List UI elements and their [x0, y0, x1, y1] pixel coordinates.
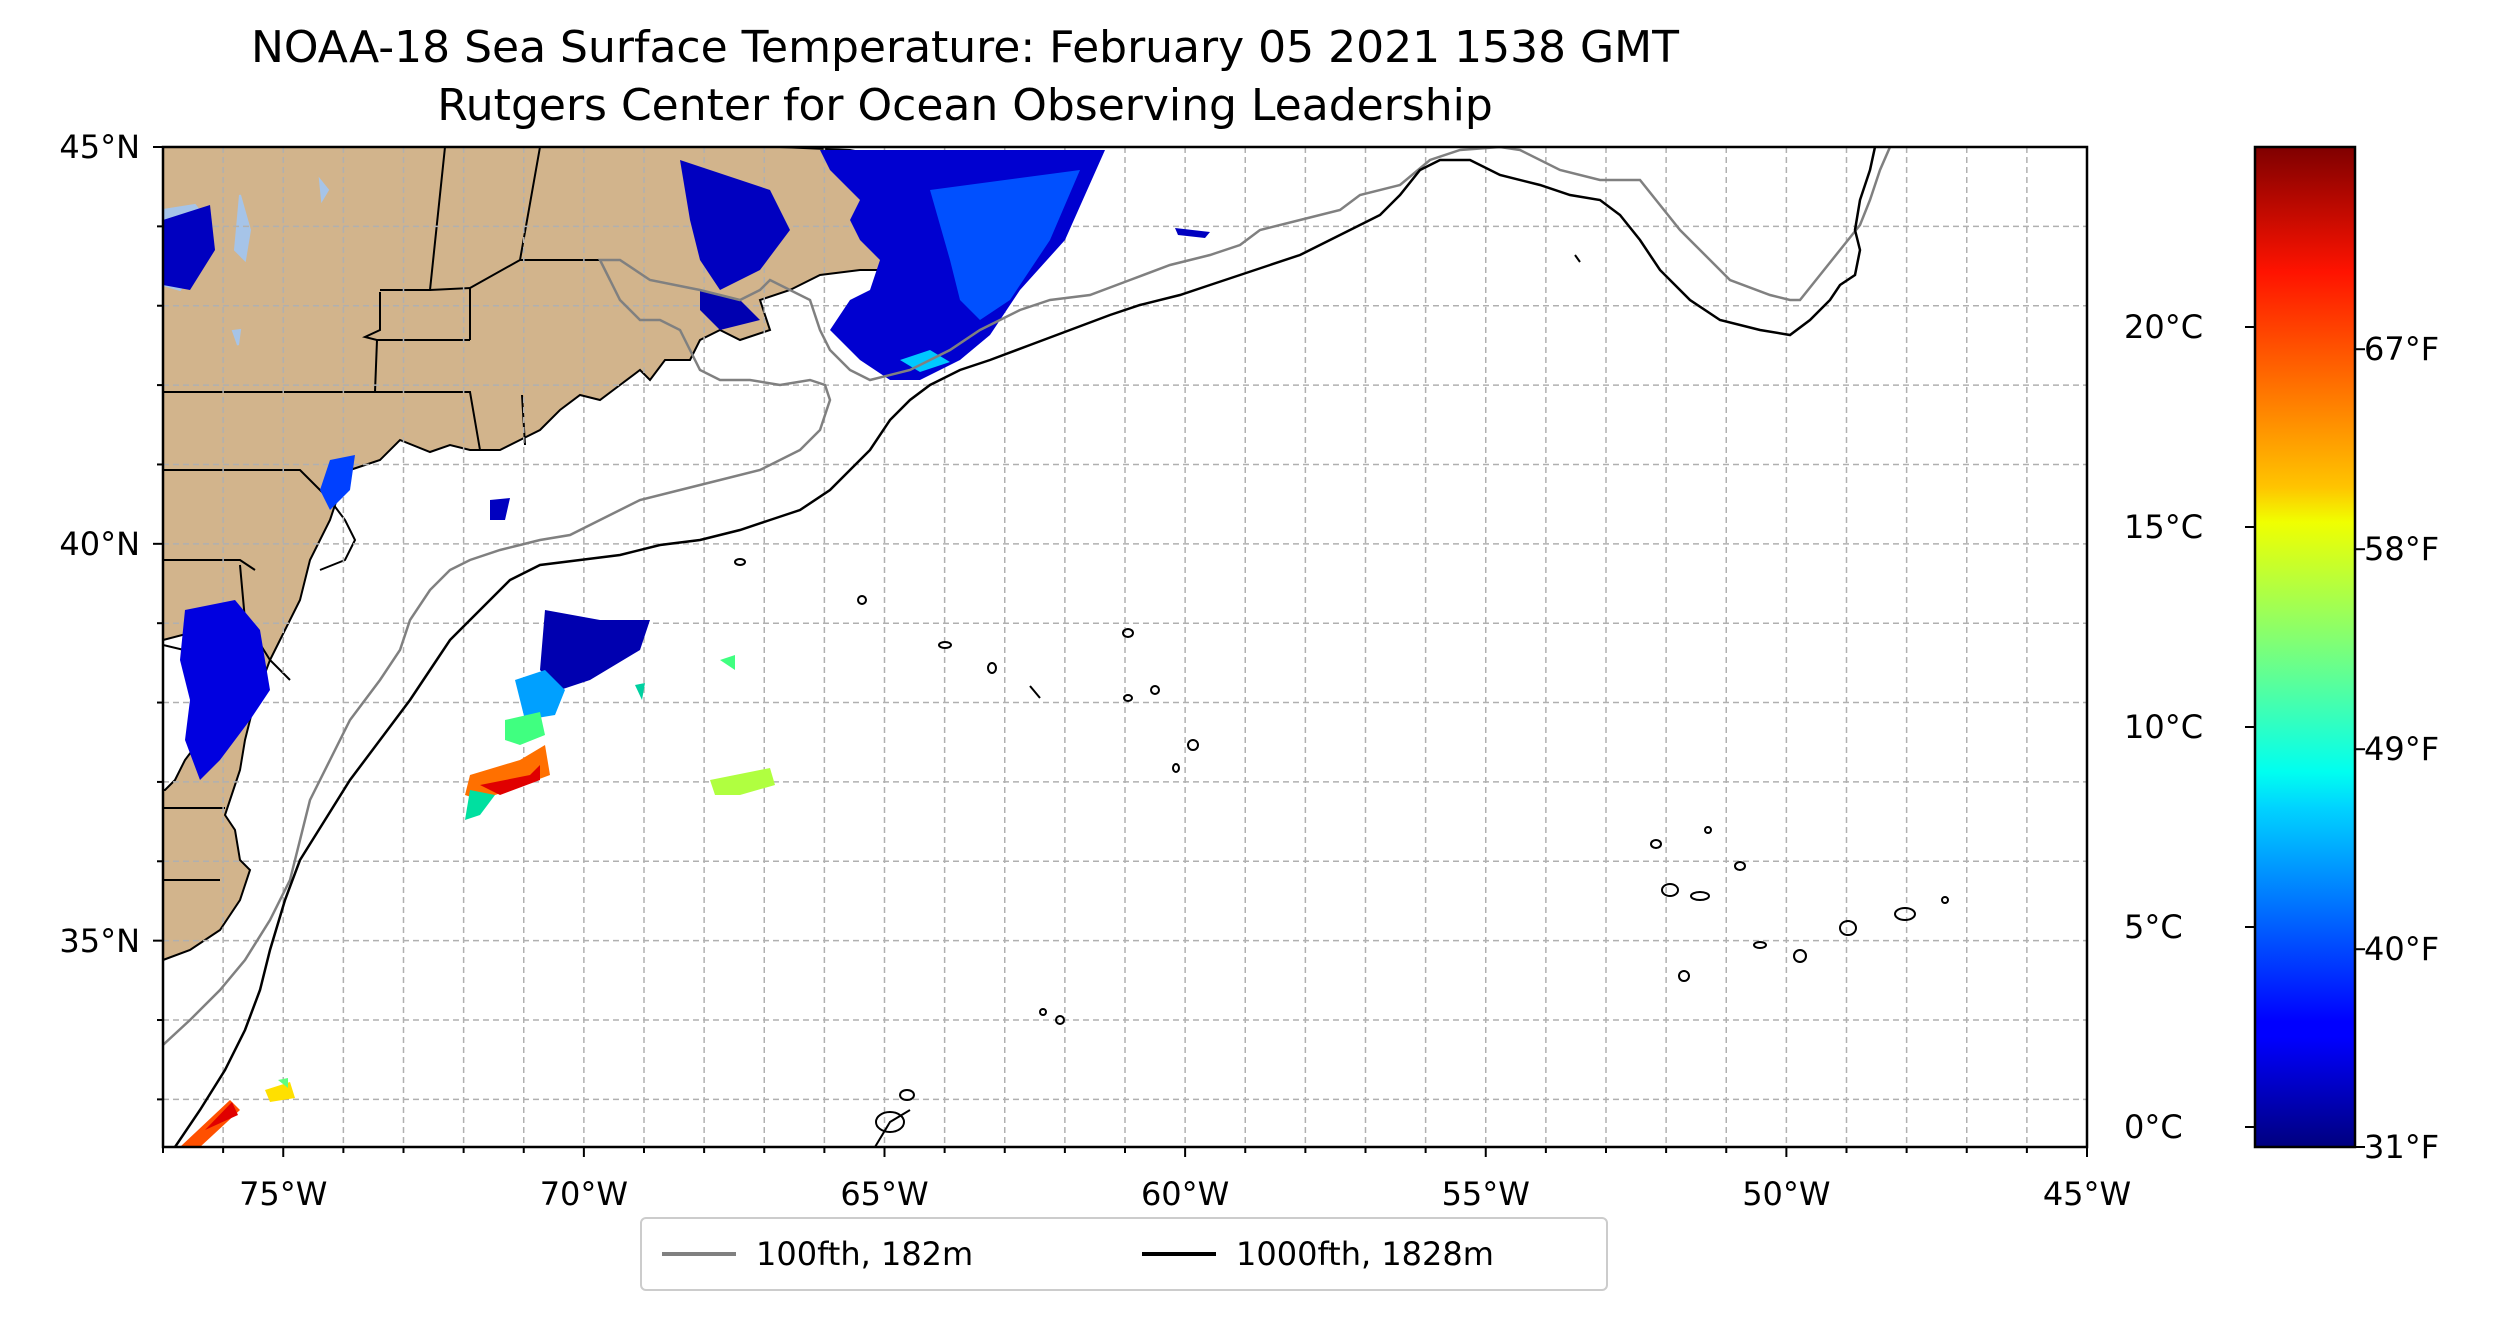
colorbar-celsius-label: 15°C	[2124, 508, 2204, 546]
legend-label-1000fth: 1000fth, 1828m	[1236, 1235, 1494, 1273]
legend-swatch-100fth	[662, 1252, 736, 1256]
colorbar-celsius-label: 5°C	[2124, 908, 2183, 946]
colorbar-fahrenheit-label: 31°F	[2364, 1128, 2440, 1166]
y-tick-label: 45°N	[59, 128, 140, 166]
axis-ticks	[153, 146, 2088, 1157]
x-tick-label: 65°W	[840, 1175, 929, 1213]
colorbar-celsius-label: 20°C	[2124, 308, 2204, 346]
isobath-1000fth	[173, 147, 1877, 1147]
isobath-100fth	[163, 147, 1892, 1046]
x-tick-label: 70°W	[539, 1175, 629, 1213]
chart-subtitle: Rutgers Center for Ocean Observing Leade…	[437, 80, 1493, 131]
colorbar-celsius-label: 0°C	[2124, 1108, 2183, 1146]
land	[163, 147, 992, 962]
map-area	[163, 147, 2087, 1147]
colorbar-fahrenheit-label: 67°F	[2364, 330, 2440, 369]
legend-item-100fth: 100fth, 182m	[662, 1219, 973, 1289]
colorbar-ticks	[2245, 326, 2365, 1148]
y-tick-label: 40°N	[59, 524, 140, 563]
legend-item-1000fth: 1000fth, 1828m	[1142, 1219, 1494, 1289]
legend: 100fth, 182m 1000fth, 1828m	[640, 1217, 1608, 1291]
x-tick-label: 75°W	[239, 1175, 328, 1213]
colorbar-celsius-label: 10°C	[2124, 708, 2204, 746]
colorbar-fahrenheit-label: 40°F	[2364, 930, 2440, 969]
y-tick-label: 35°N	[59, 921, 140, 960]
colorbar-fahrenheit-label: 49°F	[2364, 730, 2440, 769]
colorbar-fahrenheit-label: 58°F	[2364, 530, 2440, 569]
legend-label-100fth: 100fth, 182m	[756, 1235, 974, 1273]
chart-title: NOAA-18 Sea Surface Temperature: Februar…	[251, 22, 1679, 73]
x-tick-label: 50°W	[1742, 1175, 1831, 1213]
x-tick-label: 55°W	[1441, 1175, 1530, 1213]
sst-data	[163, 150, 1105, 1147]
colorbar	[2253, 145, 2357, 1149]
x-tick-label: 45°W	[2042, 1175, 2132, 1213]
x-tick-label: 60°W	[1140, 1175, 1230, 1213]
legend-swatch-1000fth	[1142, 1252, 1216, 1256]
